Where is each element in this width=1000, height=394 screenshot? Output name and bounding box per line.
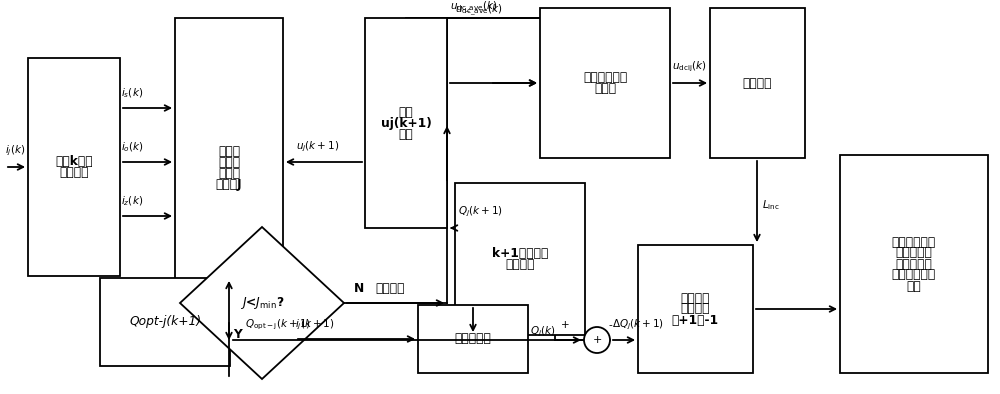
Text: 升序排序: 升序排序 [742,76,772,89]
Text: k+1周期桥电: k+1周期桥电 [492,247,548,260]
Bar [175,18,283,320]
Text: 选取于模: 选取于模 [680,292,710,305]
Bar [710,8,805,158]
Text: uj(k+1): uj(k+1) [381,117,431,130]
Text: 均衡控制的: 均衡控制的 [896,247,932,260]
Text: 基于内部损耗: 基于内部损耗 [892,236,936,249]
Text: $u_j(k+1)$: $u_j(k+1)$ [296,140,339,154]
Text: $i_j(k)$: $i_j(k)$ [5,144,25,158]
Text: $i_z(k)$: $i_z(k)$ [121,194,143,208]
Text: 提取k周期: 提取k周期 [55,155,93,168]
Text: 块开关状: 块开关状 [680,303,710,316]
Bar [365,18,447,228]
Text: $i_s(k)$: $i_s(k)$ [121,86,143,100]
Text: 电流分量: 电流分量 [59,166,89,179]
Text: $Q_{\rm opt-j}(k+1)$: $Q_{\rm opt-j}(k+1)$ [245,318,311,332]
Text: $u_{\rm dc\_ave}(k)$: $u_{\rm dc\_ave}(k)$ [455,3,502,18]
Bar [100,278,230,366]
Text: $i_j(k+1)$: $i_j(k+1)$ [295,318,335,332]
Text: 建立模: 建立模 [218,145,240,158]
Text: $\Delta Q_j(k+1)$: $\Delta Q_j(k+1)$ [612,318,664,332]
Text: 型预测: 型预测 [218,156,240,169]
Text: 态+1或-1: 态+1或-1 [671,314,719,327]
Text: $J$<$J_{\rm min}$?: $J$<$J_{\rm min}$? [240,295,284,311]
Text: 估函数J: 估函数J [216,178,242,191]
Text: $i_o(k)$: $i_o(k)$ [121,140,144,154]
Text: $Q_j(k+1)$: $Q_j(k+1)$ [458,205,503,219]
Text: $L_{\rm inc}$: $L_{\rm inc}$ [762,198,780,212]
Text: N: N [354,281,364,294]
Text: 平数集合: 平数集合 [505,258,535,271]
Bar [638,245,753,373]
Text: 平均值: 平均值 [594,82,616,95]
Text: 方法: 方法 [907,279,921,292]
Text: 充放电状态: 充放电状态 [455,333,491,346]
Text: Qopt-j(k+1): Qopt-j(k+1) [129,316,201,329]
Text: +: + [561,320,569,330]
Text: 开关信号配置: 开关信号配置 [892,268,936,281]
Bar [540,8,670,158]
Text: -: - [608,320,612,330]
Bar [840,155,988,373]
Text: 控制评: 控制评 [218,167,240,180]
Text: Y: Y [233,329,242,342]
Text: 全桥子模块: 全桥子模块 [896,258,932,271]
Circle shape [584,327,610,353]
Text: $Q_j(k)$: $Q_j(k)$ [530,325,556,339]
Text: $u_{\rm dcij}(k)$: $u_{\rm dcij}(k)$ [672,60,707,74]
Text: 提取: 提取 [399,106,413,119]
Text: $u_{\rm dc\_ave}(k)$: $u_{\rm dc\_ave}(k)$ [450,0,497,15]
Bar [418,305,528,373]
Bar [28,58,120,276]
Text: 提取电容电压: 提取电容电压 [583,71,627,84]
Polygon shape [180,227,344,379]
Bar [455,183,585,335]
Text: +: + [592,335,602,345]
Text: 集合: 集合 [399,128,413,141]
Text: 重新选取: 重新选取 [375,281,404,294]
